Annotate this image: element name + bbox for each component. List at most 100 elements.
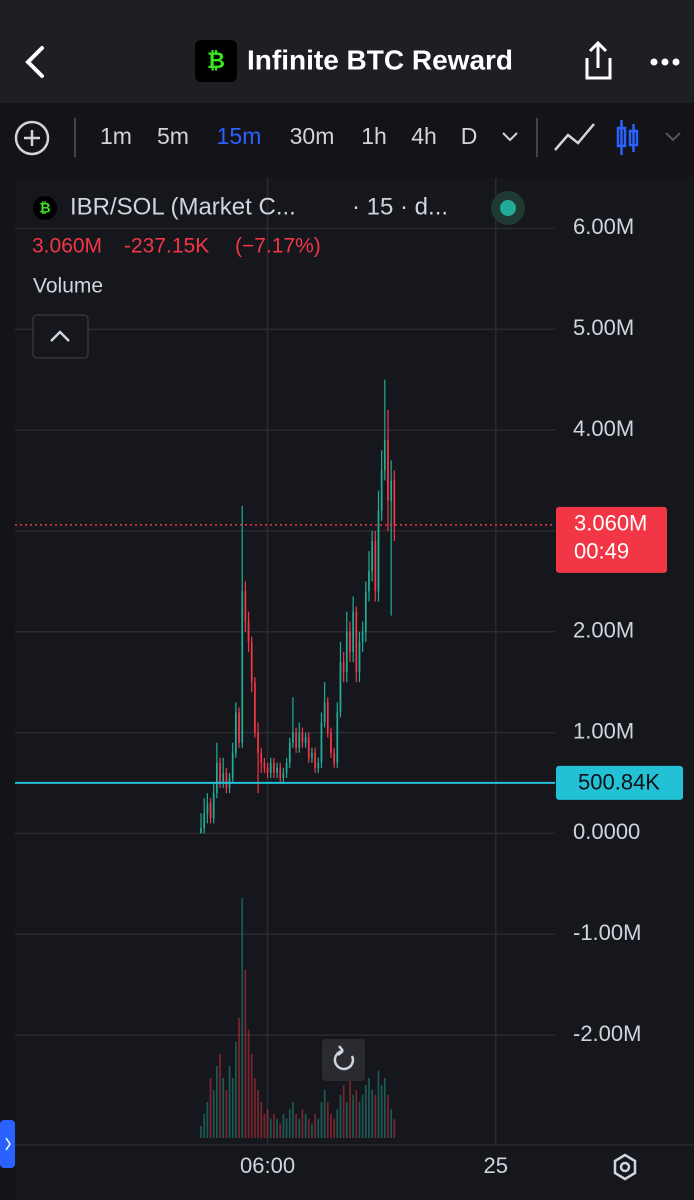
volume-bar [380, 1085, 383, 1138]
candle-body [209, 803, 212, 819]
volume-bar [387, 1094, 389, 1138]
candle-body [307, 737, 310, 758]
candle-body [358, 641, 361, 673]
back-button[interactable] [25, 46, 44, 78]
interval-button[interactable]: 1m [100, 123, 132, 149]
volume-bar [225, 1090, 228, 1138]
interval-group: 1m 5m 15m 30m 1h 4h D [100, 123, 477, 149]
volume-bar [254, 1078, 256, 1138]
volume-bar [200, 1126, 202, 1138]
line-chart-button[interactable] [554, 123, 595, 151]
volume-bar [374, 1094, 377, 1138]
candle-body [317, 762, 320, 768]
interval-button[interactable]: 30m [290, 123, 335, 149]
volume-bar [244, 970, 247, 1138]
volume-legend: Volume [33, 275, 103, 298]
candle-body [225, 772, 228, 789]
volume-bar [228, 1066, 231, 1138]
collapse-button[interactable] [32, 314, 89, 359]
candle-body [311, 752, 313, 758]
candle-body [383, 440, 386, 471]
volume-bar [364, 1085, 367, 1138]
volume-bar [219, 1054, 221, 1138]
volume-bar [279, 1123, 282, 1138]
volume-bar [263, 1114, 266, 1138]
volume-bar [273, 1114, 275, 1138]
add-indicator-button[interactable] [14, 120, 50, 156]
side-panel-tab[interactable] [0, 1120, 15, 1168]
interval-dropdown[interactable] [502, 132, 518, 142]
candle-body [333, 752, 335, 763]
candle-body [257, 732, 259, 753]
y-tick-label: 1.00M [573, 718, 634, 743]
volume-bar [345, 1102, 348, 1138]
candle-body [254, 682, 256, 733]
volume-bar [250, 1054, 253, 1138]
volume-bar [371, 1090, 374, 1138]
last-price-label: 3.060M [574, 511, 647, 536]
volume-bar [231, 1078, 234, 1138]
x-tick-label: 25 [483, 1153, 507, 1178]
legend-icon-glyph: ₿ [39, 200, 50, 216]
volume-bar [266, 1109, 269, 1138]
status-dot [500, 200, 516, 216]
volume-bar [339, 1094, 342, 1138]
volume-bar [257, 1090, 259, 1138]
candle-chart-button[interactable] [616, 120, 639, 155]
candle-body [330, 732, 332, 753]
legend-icon [33, 196, 57, 220]
side-tab-icon [5, 1137, 11, 1151]
candle-body [279, 767, 282, 778]
volume-bar [276, 1118, 278, 1138]
interval-button[interactable]: 5m [157, 123, 189, 149]
candle-body [273, 762, 275, 773]
interval-button[interactable]: 15m [217, 123, 262, 149]
candle-body [304, 737, 307, 743]
y-tick-label: 6.00M [573, 214, 634, 239]
legend-resolution: · 15 · d... [352, 193, 448, 220]
candle-body [314, 752, 316, 768]
volume-bar [314, 1114, 316, 1138]
price-line-tag [556, 765, 683, 800]
interval-button[interactable]: 4h [411, 123, 437, 149]
candle-body [260, 752, 263, 763]
chart-type-dropdown[interactable] [665, 132, 681, 142]
candle-body [238, 712, 240, 743]
candle-body [241, 591, 244, 743]
volume-bar [393, 1118, 396, 1138]
candle-body [352, 611, 355, 652]
volume-bar [247, 1030, 250, 1138]
interval-button[interactable]: 1h [361, 123, 387, 149]
candle-body [342, 662, 345, 673]
reset-icon [333, 1045, 355, 1071]
legend-price: 3.060M [32, 235, 102, 258]
candle-body [250, 641, 253, 683]
candle-body [377, 510, 380, 592]
candle-body [222, 772, 225, 784]
settings-button[interactable] [613, 1153, 637, 1181]
share-button[interactable] [585, 40, 612, 80]
volume-bar [203, 1114, 206, 1138]
volume-bar [361, 1094, 364, 1138]
candle-body [320, 722, 323, 763]
candle-body [231, 752, 234, 778]
candle-body [393, 480, 396, 525]
candle-body [200, 828, 202, 834]
candle-body [323, 702, 326, 723]
candle-body [349, 631, 351, 652]
legend-symbol: IBR/SOL (Market C... [70, 193, 296, 220]
header-title: Infinite BTC Reward [247, 44, 513, 75]
volume-bar [368, 1078, 370, 1138]
x-tick-label: 06:00 [240, 1153, 295, 1178]
candle-body [371, 541, 374, 572]
interval-button[interactable]: D [461, 123, 478, 149]
candle-body [301, 732, 304, 743]
volume-bar [383, 1078, 386, 1138]
candle-body [380, 470, 383, 511]
volume-bar [215, 1066, 218, 1138]
reset-chart-button[interactable] [322, 1039, 365, 1081]
volume-bar [304, 1114, 307, 1138]
more-button[interactable] [650, 58, 680, 66]
candle-body [263, 762, 266, 768]
